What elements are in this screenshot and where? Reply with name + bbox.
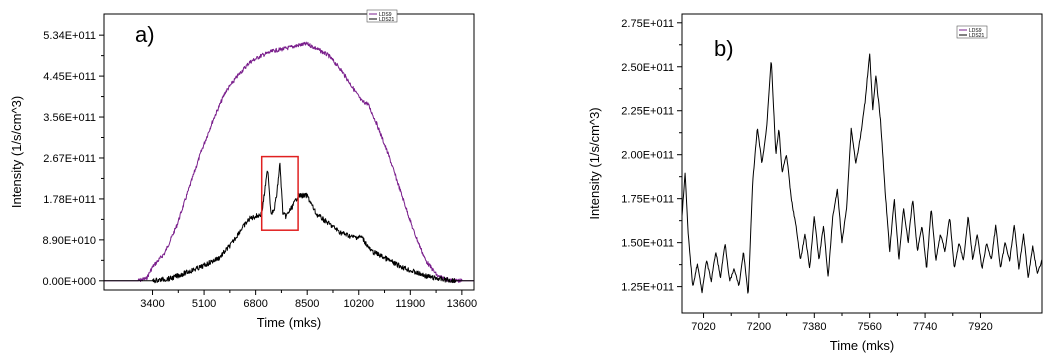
x-tick-label: 6800 (243, 298, 267, 310)
x-tick-label: 11900 (395, 298, 425, 310)
x-tick-label: 7740 (913, 321, 937, 333)
y-tick-label: 1.78E+011 (43, 194, 96, 206)
y-tick-label: 1.50E+011 (621, 238, 674, 250)
y-tick-label: 2.75E+011 (621, 18, 674, 30)
x-tick-label: 7200 (747, 321, 771, 333)
y-tick-label: 4.45E+011 (43, 71, 96, 83)
panel-label-b: b) (714, 36, 734, 61)
plot-frame-b (681, 13, 1043, 314)
x-tick-label: 3400 (140, 298, 164, 310)
x-tick-label: 7380 (802, 321, 826, 333)
legend-label-lds9: LDS9 (379, 12, 392, 18)
y-tick-label: 3.56E+011 (43, 112, 96, 124)
panel-a: a) Time (mks) Intensity (1/s/cm^3) 3400 5… (9, 9, 478, 330)
panel-b: b) Time (mks) Intensity (1/s/cm^3) 7020 7… (587, 13, 1043, 353)
x-tick-label: 8500 (295, 298, 319, 310)
y-tick-label: 2.50E+011 (621, 62, 674, 74)
x-tick-label: 7560 (857, 321, 881, 333)
y-tick-label: 8.90E+010 (42, 235, 96, 247)
y-axis-title-a: Intensity (1/s/cm^3) (9, 96, 24, 208)
series-line-lds21 (104, 162, 474, 284)
x-axis-title-a: Time (mks) (257, 315, 322, 330)
y-tick-label: 2.25E+011 (621, 106, 674, 118)
x-tick-label: 10200 (343, 298, 374, 310)
zoom-highlight-box (260, 155, 299, 231)
legend-label-lds21: LDS21 (969, 33, 985, 39)
series-line-lds21 (682, 53, 1042, 294)
y-tick-label: 1.25E+011 (621, 282, 674, 294)
x-axis-title-b: Time (mks) (830, 338, 895, 353)
series-line-lds9 (104, 41, 474, 283)
y-tick-label: 1.75E+011 (621, 194, 674, 206)
plot-frame-a (103, 13, 475, 291)
x-tick-label: 7920 (968, 321, 992, 333)
legend-label-lds9: LDS9 (969, 28, 982, 34)
y-tick-label: 0.00E+000 (42, 276, 96, 288)
x-tick-label: 13600 (447, 298, 478, 310)
x-tick-label: 7020 (691, 321, 715, 333)
y-axis-title-b: Intensity (1/s/cm^3) (587, 107, 602, 219)
panel-label-a: a) (135, 22, 155, 47)
x-tick-label: 5100 (192, 298, 216, 310)
y-tick-label: 5.34E+011 (43, 30, 96, 42)
y-tick-label: 2.67E+011 (43, 153, 96, 165)
y-tick-label: 2.00E+011 (621, 150, 674, 162)
legend-label-lds21: LDS21 (379, 17, 395, 23)
